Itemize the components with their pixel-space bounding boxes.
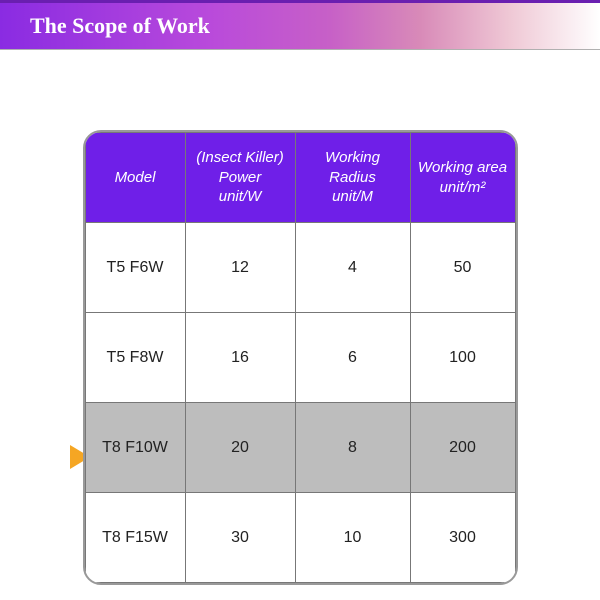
cell-model: T8 F10W <box>85 403 185 493</box>
col-header-radius: Working Radiusunit/M <box>295 133 410 223</box>
content-area: Model (Insect Killer)Powerunit/W Working… <box>0 50 600 585</box>
col-header-model: Model <box>85 133 185 223</box>
cell-power: 16 <box>185 313 295 403</box>
spec-table: Model (Insect Killer)Powerunit/W Working… <box>85 132 516 583</box>
cell-area: 100 <box>410 313 515 403</box>
cell-radius: 4 <box>295 223 410 313</box>
cell-radius: 6 <box>295 313 410 403</box>
table-row-highlighted: T8 F10W 20 8 200 <box>85 403 515 493</box>
cell-area: 300 <box>410 493 515 583</box>
table-row: T8 F15W 30 10 300 <box>85 493 515 583</box>
cell-area: 50 <box>410 223 515 313</box>
table-row: T5 F8W 16 6 100 <box>85 313 515 403</box>
cell-power: 12 <box>185 223 295 313</box>
cell-radius: 8 <box>295 403 410 493</box>
spec-table-wrap: Model (Insect Killer)Powerunit/W Working… <box>83 130 518 585</box>
cell-model: T5 F6W <box>85 223 185 313</box>
col-header-area: Working areaunit/m² <box>410 133 515 223</box>
cell-radius: 10 <box>295 493 410 583</box>
table-header-row: Model (Insect Killer)Powerunit/W Working… <box>85 133 515 223</box>
cell-model: T8 F15W <box>85 493 185 583</box>
page-title: The Scope of Work <box>30 13 210 39</box>
table-row: T5 F6W 12 4 50 <box>85 223 515 313</box>
col-header-power: (Insect Killer)Powerunit/W <box>185 133 295 223</box>
table-body: T5 F6W 12 4 50 T5 F8W 16 6 100 T8 F10W 2… <box>85 223 515 583</box>
cell-power: 30 <box>185 493 295 583</box>
header-bar: The Scope of Work <box>0 0 600 50</box>
cell-area: 200 <box>410 403 515 493</box>
cell-power: 20 <box>185 403 295 493</box>
cell-model: T5 F8W <box>85 313 185 403</box>
